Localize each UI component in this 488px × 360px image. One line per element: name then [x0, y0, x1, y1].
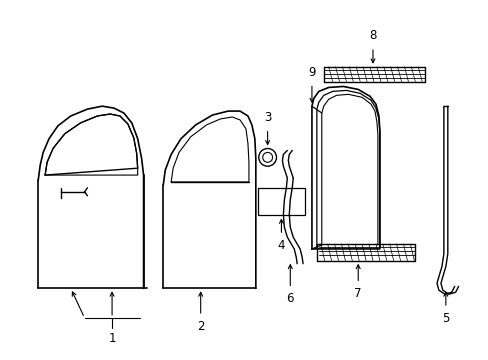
- Text: 3: 3: [264, 111, 271, 124]
- Text: 8: 8: [368, 29, 376, 42]
- Text: 5: 5: [441, 312, 448, 325]
- Text: 2: 2: [197, 320, 204, 333]
- Text: 4: 4: [277, 239, 285, 252]
- Bar: [257, 188, 305, 215]
- Text: 9: 9: [307, 66, 315, 78]
- Text: 7: 7: [354, 287, 361, 300]
- Circle shape: [258, 148, 276, 166]
- Circle shape: [262, 152, 272, 162]
- Text: 1: 1: [108, 332, 116, 345]
- Text: 6: 6: [286, 292, 293, 305]
